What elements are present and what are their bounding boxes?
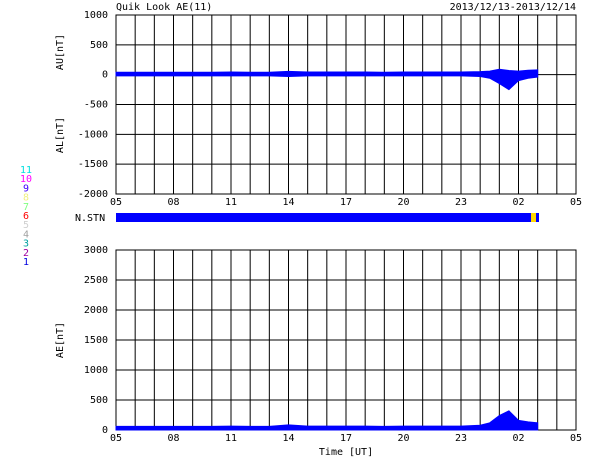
bar-label: N.STN [75,213,105,224]
x-tick-label: 17 [340,197,352,208]
y-tick-label: 500 [90,395,108,406]
plot-frame [115,14,577,195]
x-axis-label: Time [UT] [319,447,373,458]
x-tick-label: 17 [340,433,352,444]
x-tick-label: 02 [512,433,524,444]
x-tick-label: 23 [455,433,467,444]
x-tick-label: 11 [225,197,237,208]
x-tick-label: 05 [110,197,122,208]
y-tick-label: 1500 [84,335,108,346]
legend-entry: 8 [23,193,29,204]
y-tick-label: -1500 [78,159,108,170]
x-tick-label: 05 [570,433,582,444]
legend-entry: 1 [23,257,29,268]
legend-entry: 5 [23,220,29,231]
y-tick-label: 0 [102,70,108,81]
legend-entry: 7 [23,202,29,213]
y-tick-label: 500 [90,40,108,51]
x-tick-label: 08 [167,433,179,444]
y-tick-label: 2000 [84,305,108,316]
legend-entry: 11 [20,165,32,176]
y-tick-label: 0 [102,425,108,436]
legend-entry: 9 [23,183,29,194]
legend-entry: 2 [23,248,29,259]
station-bar [531,213,536,222]
x-tick-label: 02 [512,197,524,208]
y-axis-label: AU[nT] [55,34,66,70]
x-tick-label: 14 [282,433,294,444]
station-bar [116,213,531,222]
y-tick-label: -500 [84,100,108,111]
x-tick-label: 05 [110,433,122,444]
y-axis-label: AE[nT] [55,322,66,358]
x-tick-label: 20 [397,433,409,444]
y-tick-label: 3000 [84,245,108,256]
area [115,410,539,431]
legend-entry: 10 [20,174,32,185]
area [115,68,539,76]
y-axis-label: AL[nT] [55,117,66,153]
chart-subtitle: 2013/12/13-2013/12/14 [450,2,576,13]
y-tick-label: 2500 [84,275,108,286]
y-tick-label: 1000 [84,365,108,376]
x-tick-label: 23 [455,197,467,208]
station-bar [536,213,539,222]
area [115,74,539,91]
legend-entry: 4 [23,229,29,240]
x-tick-label: 14 [282,197,294,208]
x-tick-label: 20 [397,197,409,208]
legend-entry: 3 [23,239,29,250]
y-tick-label: 1000 [84,10,108,21]
legend-entry: 6 [23,211,29,222]
x-tick-label: 08 [167,197,179,208]
x-tick-label: 11 [225,433,237,444]
x-tick-label: 05 [570,197,582,208]
y-tick-label: -2000 [78,189,108,200]
y-tick-label: -1000 [78,129,108,140]
chart-title: Quik Look AE(11) [116,2,212,13]
